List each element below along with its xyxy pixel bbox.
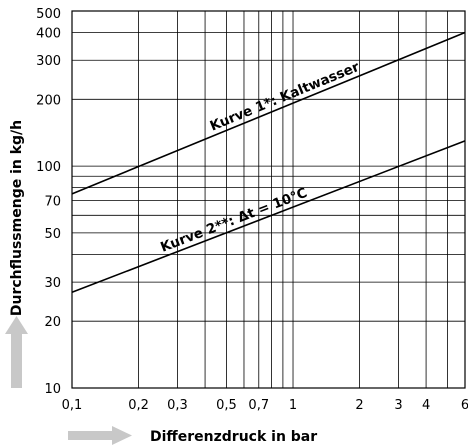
y-tick-label: 50 <box>44 227 61 242</box>
y-axis-title: Durchflussmenge in kg/h <box>9 120 25 316</box>
y-axis-arrow-icon <box>5 316 28 388</box>
series-label: Kurve 2**: Δt = 10°C <box>158 185 309 256</box>
y-tick-label: 100 <box>36 160 61 175</box>
x-tick-label: 0,7 <box>248 398 269 413</box>
x-tick-label: 0,3 <box>167 398 188 413</box>
x-tick-label: 1 <box>289 398 297 413</box>
series-layer <box>71 31 466 294</box>
series-label: Kurve 1*: Kaltwasser <box>208 59 362 135</box>
y-tick-label: 200 <box>36 93 61 108</box>
grid <box>71 10 466 389</box>
x-axis-arrow-icon <box>68 426 132 445</box>
y-tick-label: 30 <box>44 276 61 291</box>
x-tick-label: 4 <box>422 398 430 413</box>
y-tick-labels: 10 20 30 50 70 100 200 300 400 500 <box>36 7 61 397</box>
y-tick-label: 20 <box>44 315 61 330</box>
y-tick-label: 400 <box>36 27 61 42</box>
x-axis-title: Differenzdruck in bar <box>150 429 317 445</box>
x-tick-label: 0,1 <box>62 398 83 413</box>
x-tick-label: 0,2 <box>128 398 149 413</box>
series-line <box>71 31 466 195</box>
x-tick-label: 6 <box>461 398 468 413</box>
x-tick-label: 3 <box>394 398 402 413</box>
x-tick-labels: 0,1 0,2 0,3 0,5 0,7 1 2 3 4 6 <box>62 398 468 413</box>
plot-frame <box>71 10 466 389</box>
series-line <box>71 140 466 294</box>
x-tick-label: 0,5 <box>216 398 237 413</box>
x-tick-label: 2 <box>355 398 363 413</box>
y-tick-label: 10 <box>44 382 61 397</box>
series-labels: Kurve 1*: Kaltwasser Kurve 2**: Δt = 10°C <box>158 59 362 256</box>
y-tick-label: 500 <box>36 7 61 22</box>
y-tick-label: 300 <box>36 54 61 69</box>
y-tick-label: 70 <box>44 194 61 209</box>
